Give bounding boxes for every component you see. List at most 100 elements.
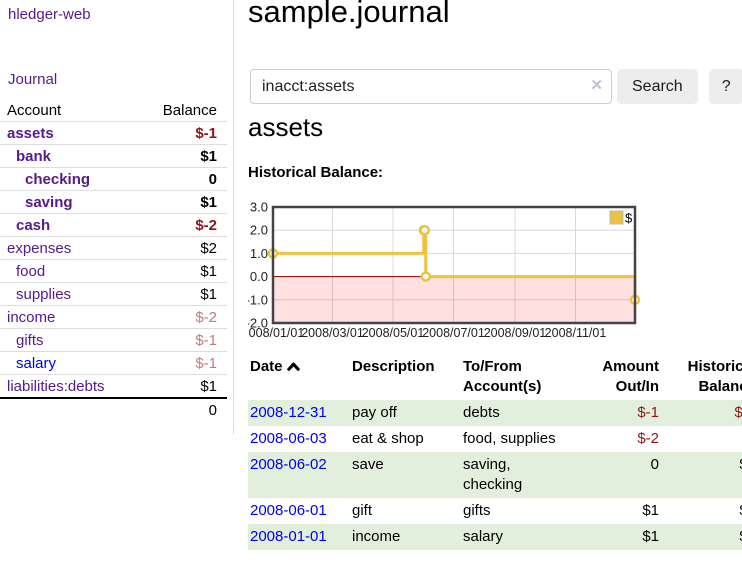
account-balance: $1: [200, 285, 217, 303]
transaction-description: gift: [352, 502, 373, 519]
search-button[interactable]: Search: [617, 69, 698, 104]
account-balance: $1: [200, 262, 217, 280]
transaction-balance: $2: [661, 498, 742, 524]
transaction-date-link[interactable]: 2008-06-01: [250, 502, 327, 519]
transaction-row: 2008-01-01 income salary $1$1: [248, 524, 742, 550]
app-brand-link[interactable]: hledger-web: [8, 6, 91, 23]
page-title: sample.journal: [248, 0, 450, 29]
transaction-accounts: gifts: [463, 502, 491, 519]
transaction-date-link[interactable]: 2008-12-31: [250, 404, 327, 421]
account-row: cash $-2: [0, 213, 227, 237]
accounts-header-balance: Balance: [162, 101, 217, 119]
y-axis-tick-label: -1.0: [248, 292, 268, 307]
sidebar-account-link[interactable]: food: [16, 262, 46, 280]
account-balance: $2: [200, 239, 217, 257]
x-axis-tick-label: 2008/03/01: [301, 326, 364, 340]
transaction-description: income: [352, 528, 401, 545]
sidebar-account-link[interactable]: bank: [16, 147, 52, 165]
transaction-balance: $1: [661, 524, 742, 550]
accounts-table-body: assets $-1 bank $1 checking 0 saving $1 cash $-2 e…: [0, 121, 227, 399]
x-axis-tick-label: 2008/05/01: [362, 326, 425, 340]
x-axis-tick-label: 2008/11/01: [545, 326, 607, 340]
transaction-accounts: saving, checking: [463, 456, 523, 493]
data-point-marker: [420, 271, 431, 282]
account-row: expenses $2: [0, 236, 227, 260]
x-axis-tick-label: 2008/01/01: [248, 326, 304, 340]
register-header-to/from-account(s): To/From Account(s): [463, 358, 542, 395]
sidebar-account-link[interactable]: gifts: [16, 331, 44, 349]
account-row: bank $1: [0, 144, 227, 168]
transaction-row: 2008-06-01 gift gifts $1$2: [248, 498, 742, 524]
search-help-button[interactable]: ?: [708, 69, 742, 104]
legend-label: $: [625, 211, 633, 226]
transaction-row: 2008-06-03 eat & shop food, supplies $-20: [248, 426, 742, 452]
sidebar-account-link[interactable]: cash: [16, 216, 51, 234]
account-row: gifts $-1: [0, 328, 227, 352]
sidebar-account-link[interactable]: income: [7, 308, 56, 326]
transaction-accounts: food, supplies: [463, 430, 556, 447]
account-balance: $-2: [195, 308, 217, 326]
sidebar-account-link[interactable]: checking: [25, 170, 91, 188]
transaction-amount: $-2: [637, 430, 659, 447]
y-axis-tick-label: 2.0: [250, 223, 268, 238]
sidebar-account-link[interactable]: liabilities:debts: [7, 377, 105, 395]
account-balance: $1: [200, 147, 217, 165]
historical-balance-label: Historical Balance:: [248, 164, 384, 181]
transaction-date-link[interactable]: 2008-06-02: [250, 456, 327, 473]
account-row: liabilities:debts $1: [0, 374, 227, 399]
balance-chart-canvas: $3.0 2.0 1.0 0.0 -1.0 -2.02008/01/012008/03/0…: [242, 200, 641, 340]
transaction-amount: $1: [642, 502, 659, 519]
transaction-amount: 0: [650, 456, 659, 473]
sidebar-account-link[interactable]: saving: [25, 193, 73, 211]
account-row: salary $-1: [0, 351, 227, 375]
sidebar-item-journal[interactable]: Journal: [8, 71, 58, 88]
y-axis-tick-label: 0.0: [250, 269, 268, 284]
account-row: income $-2: [0, 305, 227, 329]
register-header-row: Date Description To/From Account(s) Amount Ou…: [248, 354, 742, 400]
account-heading: assets: [248, 112, 324, 142]
accounts-table-header: Account Balance: [0, 99, 227, 122]
account-balance: $-2: [195, 216, 217, 234]
transaction-date-link[interactable]: 2008-06-03: [250, 430, 327, 447]
transaction-balance: $2: [661, 452, 742, 498]
register-header-amount-out/in: Amount Out/In: [602, 358, 659, 395]
register-table: Date Description To/From Account(s) Amount Ou…: [248, 354, 742, 550]
transaction-description: pay off: [352, 404, 397, 421]
register-table-body: 2008-12-31 pay off debts $-1 $-1 2008-06-03 ea…: [248, 400, 742, 550]
account-balance: $1: [200, 193, 217, 211]
account-row: assets $-1: [0, 121, 227, 145]
account-row: food $1: [0, 259, 227, 283]
x-axis-tick-label: 2008/09/01: [484, 326, 547, 340]
transaction-amount: $1: [642, 528, 659, 545]
legend-swatch: [609, 210, 624, 225]
account-row: saving $1: [0, 190, 227, 214]
account-row: checking 0: [0, 167, 227, 191]
transaction-accounts: debts: [463, 404, 500, 421]
transaction-description: eat & shop: [352, 430, 424, 447]
search-input[interactable]: [250, 69, 612, 104]
accounts-total-row: 0: [0, 397, 227, 421]
sidebar-account-link[interactable]: assets: [7, 124, 54, 142]
account-balance: $-1: [195, 331, 217, 349]
account-balance: $-1: [195, 124, 217, 142]
sidebar-account-link[interactable]: expenses: [7, 239, 72, 257]
sidebar-account-link[interactable]: supplies: [16, 285, 72, 303]
transaction-balance: $-1: [734, 404, 742, 421]
register-header-description: Description: [352, 358, 435, 375]
transaction-amount: $-1: [637, 404, 659, 421]
accounts-total-balance: 0: [135, 397, 227, 421]
y-axis-tick-label: -2.0: [248, 316, 268, 331]
account-balance: 0: [208, 170, 217, 188]
transaction-date-link[interactable]: 2008-01-01: [250, 528, 327, 545]
sidebar: hledger-web Journal Account Balance asse…: [0, 0, 234, 434]
sort-ascending-icon: [286, 362, 300, 371]
clear-search-icon[interactable]: ✕: [590, 77, 603, 94]
transaction-balance: 0: [661, 426, 742, 452]
y-axis-tick-label: 3.0: [250, 200, 268, 215]
y-axis-tick-label: 1.0: [250, 246, 268, 261]
negative-region: [273, 276, 635, 323]
transaction-row: 2008-12-31 pay off debts $-1 $-1: [248, 400, 742, 426]
sidebar-account-link[interactable]: salary: [16, 354, 57, 372]
register-header-date[interactable]: Date: [248, 354, 350, 400]
